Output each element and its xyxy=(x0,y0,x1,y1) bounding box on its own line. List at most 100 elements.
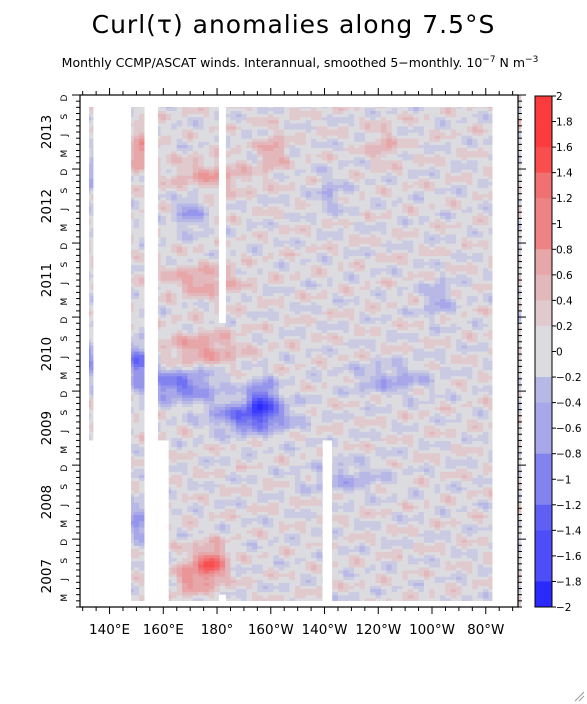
chart-title: Curl(τ) anomalies along 7.5°S xyxy=(91,10,496,39)
colorbar-segment xyxy=(535,453,552,480)
year-label: 2007 xyxy=(39,559,55,593)
colorbar-segment xyxy=(535,198,552,225)
missing-data-column xyxy=(157,440,169,607)
month-label: S xyxy=(60,187,70,193)
x-tick-label: 80°W xyxy=(467,622,504,638)
month-label: M xyxy=(60,594,70,602)
colorbar-label: −1.6 xyxy=(556,551,582,563)
colorbar-segment xyxy=(535,300,552,327)
x-tick-label: 160°E xyxy=(143,622,184,638)
month-label: J xyxy=(60,208,70,212)
colorbar-label: −0.6 xyxy=(556,423,582,435)
colorbar-segment xyxy=(535,530,552,557)
month-label: S xyxy=(60,261,70,267)
month-label: S xyxy=(60,336,70,342)
colorbar: 2 1.8 1.6 1.4 1.2 1 0.8 0.6 0.4 0.2 0 −0.2 −0.4 −0.6 −… xyxy=(534,91,582,614)
month-label: D xyxy=(60,465,70,472)
colorbar-label: −1 xyxy=(556,474,571,486)
year-label: 2008 xyxy=(39,485,55,519)
colorbar-label: −1.8 xyxy=(556,576,582,588)
month-label: D xyxy=(60,243,70,250)
x-tick-label: 100°W xyxy=(409,622,455,638)
colorbar-label: −0.4 xyxy=(556,398,582,410)
colorbar-segment xyxy=(535,581,552,608)
month-label: D xyxy=(60,317,70,324)
colorbar-segment xyxy=(535,351,552,378)
colorbar-label: 1.4 xyxy=(556,168,573,180)
colorbar-segment xyxy=(535,504,552,531)
month-label: M xyxy=(60,372,70,380)
colorbar-segment xyxy=(535,96,552,122)
month-label: M xyxy=(60,150,70,158)
month-label: D xyxy=(60,95,70,102)
month-label: M xyxy=(60,298,70,306)
colorbar-segment xyxy=(535,479,552,506)
missing-data-column xyxy=(144,95,158,607)
missing-data-column xyxy=(492,95,518,607)
missing-data-column xyxy=(218,594,226,607)
year-label: 2010 xyxy=(39,337,55,371)
colorbar-segment xyxy=(535,402,552,429)
colorbar-segment xyxy=(535,147,552,174)
colorbar-label: 0.4 xyxy=(556,295,573,307)
month-label: D xyxy=(60,391,70,398)
year-label: 2013 xyxy=(39,115,55,149)
chart-subtitle: Monthly CCMP/ASCAT winds. Interannual, s… xyxy=(61,55,539,71)
month-label: J xyxy=(60,430,70,434)
y-axis: M J S D M J S D M J S D M J S D M J S D M J S D M J S D 2007 2008 2009… xyxy=(39,94,526,608)
x-tick-label: 120°W xyxy=(355,622,401,638)
colorbar-segment xyxy=(535,172,552,199)
month-label: M xyxy=(60,520,70,528)
x-axis: 140°E 160°E 180° 160°W 140°W 120°W 100°W 80°W xyxy=(82,88,514,638)
missing-data-column xyxy=(86,440,94,607)
colorbar-label: 0.8 xyxy=(556,244,573,256)
missing-data-columns xyxy=(80,95,518,607)
month-label: M xyxy=(60,224,70,232)
x-tick-label: 160°W xyxy=(248,622,294,638)
colorbar-segment xyxy=(535,249,552,276)
missing-data-column xyxy=(218,95,226,324)
colorbar-segment xyxy=(535,274,552,301)
month-label: S xyxy=(60,558,70,564)
year-label: 2012 xyxy=(39,189,55,223)
month-label: J xyxy=(60,504,70,508)
colorbar-label: 0.2 xyxy=(556,321,573,333)
missing-data-column xyxy=(93,95,132,607)
colorbar-label: 2 xyxy=(556,91,563,103)
colorbar-label: 1 xyxy=(556,219,563,231)
year-label: 2011 xyxy=(39,263,55,297)
colorbar-segment xyxy=(535,555,552,582)
month-label: S xyxy=(60,410,70,416)
resize-grip-icon[interactable] xyxy=(573,690,585,702)
month-label: D xyxy=(60,539,70,546)
month-label: J xyxy=(60,356,70,360)
month-label: J xyxy=(60,134,70,138)
x-tick-label: 140°W xyxy=(302,622,348,638)
colorbar-label: 1.6 xyxy=(556,142,573,154)
x-tick-label: 140°E xyxy=(89,622,130,638)
month-label: J xyxy=(60,578,70,582)
month-label: S xyxy=(60,484,70,490)
colorbar-label: −2 xyxy=(556,602,571,614)
colorbar-label: 1.8 xyxy=(556,117,573,129)
month-label: D xyxy=(60,169,70,176)
colorbar-segment xyxy=(535,223,552,250)
month-label: M xyxy=(60,446,70,454)
month-label: J xyxy=(60,282,70,286)
colorbar-segment xyxy=(535,377,552,403)
colorbar-segment xyxy=(535,428,552,455)
colorbar-label: −0.8 xyxy=(556,449,582,461)
colorbar-segment xyxy=(535,325,552,352)
colorbar-segment xyxy=(535,121,552,148)
year-label: 2009 xyxy=(39,411,55,445)
colorbar-label: 1.2 xyxy=(556,193,573,205)
colorbar-label: −1.2 xyxy=(556,500,582,512)
plot-frame xyxy=(79,94,519,608)
colorbar-label: 0 xyxy=(556,347,563,359)
missing-data-column xyxy=(322,440,333,607)
month-label: S xyxy=(60,113,70,119)
colorbar-label: −1.4 xyxy=(556,525,582,537)
colorbar-label: −0.2 xyxy=(556,372,582,384)
x-tick-label: 180° xyxy=(201,622,234,638)
